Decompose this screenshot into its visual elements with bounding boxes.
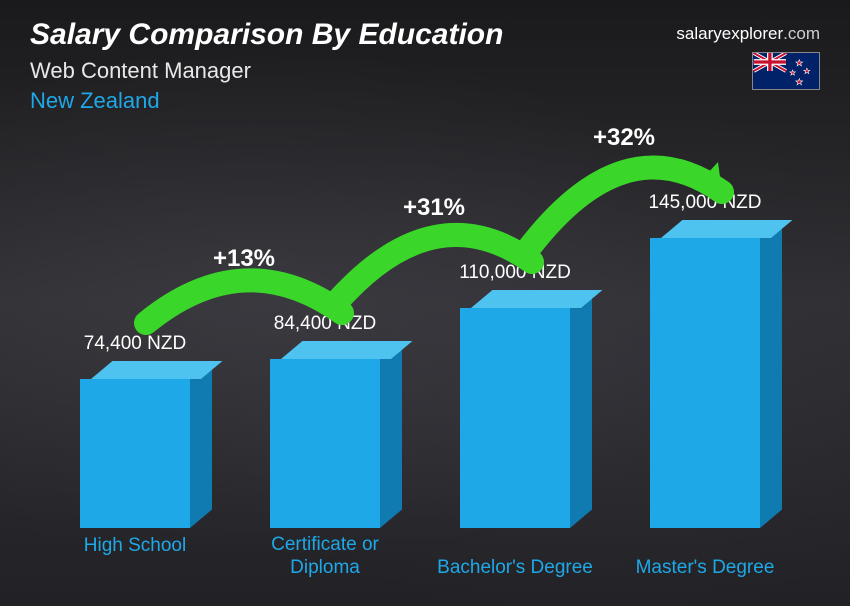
increase-pct-label: +31% — [394, 194, 474, 222]
bar-category-label: Bachelor's Degree — [425, 557, 605, 580]
increase-pct-label: +13% — [204, 245, 284, 273]
bar-category-label: High School — [45, 535, 225, 558]
bar-front — [80, 379, 190, 528]
bar-front — [270, 359, 380, 528]
bar-side — [190, 361, 212, 528]
bar-side — [570, 290, 592, 528]
bar-0: High School74,400 NZD — [80, 379, 190, 528]
salary-bar-chart: High School74,400 NZD Certificate or Dipl… — [50, 150, 790, 578]
bar-side — [760, 220, 782, 528]
bar-front — [460, 308, 570, 528]
bar-category-label: Certificate or Diploma — [235, 534, 415, 580]
brand-name: salaryexplorer — [676, 24, 783, 43]
increase-pct-label: +32% — [584, 124, 664, 152]
bar-top — [91, 361, 222, 379]
country-flag-icon — [752, 52, 820, 90]
bar-category-label: Master's Degree — [615, 557, 795, 580]
brand-suffix: .com — [783, 24, 820, 43]
bar-side — [380, 341, 402, 528]
brand-watermark: salaryexplorer.com — [676, 24, 820, 44]
bar-1: Certificate or Diploma84,400 NZD — [270, 359, 380, 528]
bar-2: Bachelor's Degree110,000 NZD — [460, 308, 570, 528]
chart-subtitle: Web Content Manager — [30, 58, 820, 84]
